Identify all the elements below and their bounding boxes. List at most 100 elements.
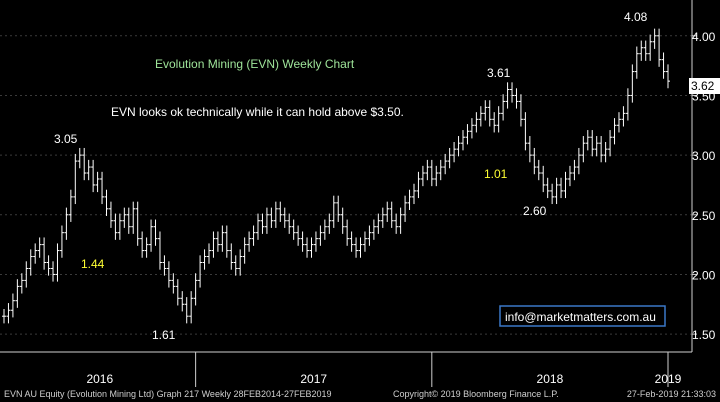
contact-email: info@marketmatters.com.au [505,310,656,324]
chart-commentary: EVN looks ok technically while it can ho… [111,105,404,119]
contact-box [499,305,666,327]
price-bar [465,124,470,145]
price-bar [581,136,586,163]
price-bar [91,159,96,193]
price-bar [273,201,278,228]
price-bar [380,207,385,228]
price-bar [149,219,154,252]
price-bar [247,231,252,252]
price-bar [523,112,528,151]
price-bar [331,195,336,228]
price-bar [634,46,639,79]
price-bar [175,279,180,306]
price-bar [46,255,51,276]
price-bar [349,231,354,252]
y-tick-label: 4.00 [692,30,716,44]
price-bar [59,225,64,258]
price-bar [113,213,118,240]
price-bar [278,201,283,222]
price-bar [144,237,149,258]
price-bar [545,177,550,199]
price-bar [621,106,626,127]
price-bar [474,112,479,133]
price-bar [64,207,69,240]
y-tick-label: 1.50 [692,328,716,342]
chart-title: Evolution Mining (EVN) Weekly Chart [155,57,355,71]
price-bar [590,130,595,157]
price-bar [340,207,345,234]
price-bar [657,28,662,67]
annotation-high-2018: 3.61 [487,66,511,80]
price-bar [15,279,20,308]
price-bar [594,136,599,157]
annotation-gain-2016: 1.44 [81,257,105,271]
price-bar [666,64,670,89]
price-bar [184,297,189,324]
price-bar [140,231,145,258]
price-bar [73,153,78,205]
price-bar [108,201,113,228]
price-bar [68,189,73,222]
price-bar [264,207,269,234]
price-bar [648,34,653,61]
annotation-low-2018: 2.60 [523,204,547,218]
annotation-low-2016: 1.61 [152,328,176,342]
price-bar [104,189,109,216]
price-bar [487,100,492,127]
price-bar [33,243,38,264]
price-bar [652,28,657,49]
price-bar [166,261,171,288]
price-bar [643,40,648,61]
price-bar [327,213,332,234]
price-bar [496,106,501,133]
price-bar [572,159,577,181]
price-bar [478,106,483,127]
y-tick-label: 3.00 [692,149,716,163]
x-tick-label: 2018 [537,372,564,386]
price-bar [510,82,515,103]
price-bar [501,94,506,121]
price-bar [336,195,341,222]
last-price-label: 3.62 [691,79,715,93]
price-bar [443,153,448,175]
price-bar [37,237,42,258]
price-bar [202,249,207,270]
annotation-high-2019: 4.08 [624,10,648,24]
price-bar [300,231,305,252]
price-bar [282,207,287,228]
price-bar [6,303,11,324]
price-bar [238,249,243,276]
price-bar [153,219,158,246]
annotation-gain-2018: 1.01 [484,167,508,181]
price-bar [416,171,421,199]
price-bar [77,147,82,169]
price-bar [309,237,314,258]
price-bar [131,201,136,234]
price-bar [135,201,140,246]
price-bar [10,293,15,318]
x-tick-labels: 2016 2017 2018 2019 [86,352,682,387]
price-bar [42,237,47,270]
price-bar [193,273,198,306]
price-bar [86,159,91,181]
price-bar [550,183,555,205]
price-bar [162,255,167,276]
price-bar [483,100,488,121]
price-bar [122,207,127,228]
price-bar [411,183,416,205]
price-bar [469,118,474,139]
price-bar [251,225,256,246]
price-bar [585,130,590,151]
price-bar [505,82,510,109]
x-tick-label: 2016 [86,372,113,386]
price-series [2,28,670,324]
price-bar [51,261,56,282]
price-bar [19,273,24,294]
price-bar [492,112,497,133]
price-bar [296,225,301,246]
footer-bar: EVN AU Equity (Evolution Mining Ltd) Gra… [0,387,720,402]
price-bar [313,231,318,252]
grid-lines [0,35,692,335]
price-bar [559,177,564,199]
